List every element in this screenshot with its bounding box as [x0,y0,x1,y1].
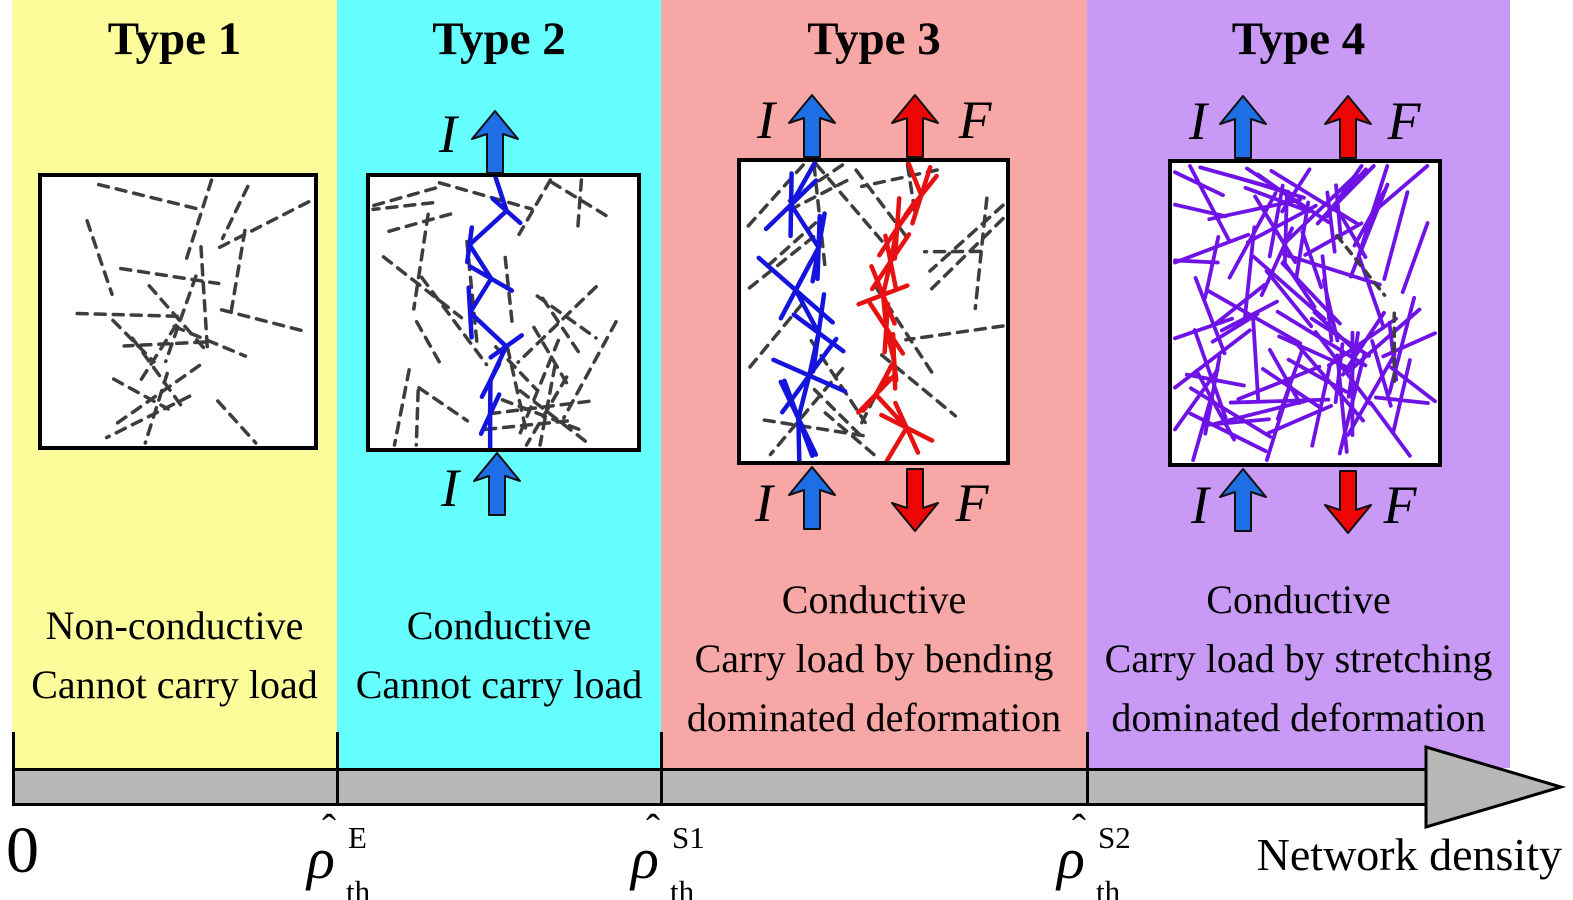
rho-superscript: E [348,820,367,855]
panel-caption-type1: Non-conductive Cannot carry load [12,596,337,714]
rho-superscript: S2 [1098,820,1131,855]
force-label: F [1383,475,1417,535]
current-label: I [439,104,457,164]
type3-current-arrow-top-icon [788,94,836,158]
current-label: I [755,473,773,533]
rho-subscript: th [346,874,371,900]
type2-current-arrow-top-icon [471,110,519,174]
caption-line: Cannot carry load [31,662,318,707]
axis-tick-rho-S2 [1086,732,1089,806]
threshold-label-rho-E: ˆ ρ E th [295,807,395,900]
rho-hat: ˆ [1072,807,1086,853]
type3-current-arrow-bottom-icon [788,466,836,530]
caption-line: Conductive [1206,577,1391,622]
panel-title-type1: Type 1 [107,13,242,65]
caption-line: Carry load by bending [694,636,1054,681]
threshold-label-rho-S2: ˆ ρ S2 th [1045,807,1145,900]
fiber-network-type2 [371,177,618,448]
rho-hat: ˆ [322,807,336,853]
axis-tick-rho-E [336,732,339,806]
fiber-network-type1 [75,178,311,445]
fiber-network-type3 [742,162,1005,461]
current-label: I [757,90,775,150]
type4-current-arrow-bottom-icon [1219,468,1267,532]
type2-current-arrow-bottom-icon [473,452,521,516]
panel-title-type3: Type 3 [807,13,941,65]
rho-symbol: ρ [631,826,659,891]
current-label: I [1189,91,1207,151]
panel-caption-type4: Conductive Carry load by stretching domi… [1087,570,1510,747]
axis-title: Network density [1256,829,1562,880]
axis-tick-origin [12,732,15,806]
panel-title-type2: Type 2 [432,13,566,65]
rho-symbol: ρ [1057,826,1085,891]
threshold-label-rho-S1: ˆ ρ S1 th [619,807,719,900]
caption-line: Non-conductive [45,603,304,648]
caption-line: Conductive [406,603,592,648]
specimen-box-type3 [737,158,1010,465]
axis-tick-rho-S1 [660,732,663,806]
force-label: F [1387,91,1421,151]
force-label: F [958,90,992,150]
caption-line: dominated deformation [686,695,1062,740]
type4-force-arrow-top-icon [1324,95,1372,159]
axis-origin-label: 0 [6,814,39,887]
caption-line: dominated deformation [1111,695,1486,740]
type4-current-arrow-top-icon [1219,95,1267,159]
current-label: I [441,458,459,518]
rho-subscript: th [1096,874,1121,900]
specimen-box-type2 [366,173,641,452]
force-label: F [955,473,989,533]
specimen-box-type1 [38,173,318,450]
rho-symbol: ρ [307,826,335,891]
current-label: I [1191,475,1209,535]
type4-force-arrow-bottom-icon [1324,470,1372,534]
band-type3: Type 3 Conductive Carry load by bending … [661,0,1087,768]
rho-hat: ˆ [646,807,660,853]
caption-line: Carry load by stretching [1104,636,1493,681]
caption-line: Cannot carry load [355,662,643,707]
panel-caption-type2: Conductive Cannot carry load [337,596,661,714]
caption-line: Conductive [781,577,967,622]
rho-superscript: S1 [672,820,705,855]
type3-force-arrow-top-icon [891,94,939,158]
fiber-network-type4 [1173,164,1437,462]
panel-caption-type3: Conductive Carry load by bending dominat… [661,570,1087,747]
type3-force-arrow-bottom-icon [891,468,939,532]
rho-subscript: th [670,874,695,900]
density-axis-arrowhead-icon [1424,744,1567,830]
panel-title-type4: Type 4 [1231,13,1366,65]
band-type4: Type 4 Conductive Carry load by stretchi… [1087,0,1510,768]
density-axis-bar [12,768,1430,806]
specimen-box-type4 [1168,159,1442,467]
